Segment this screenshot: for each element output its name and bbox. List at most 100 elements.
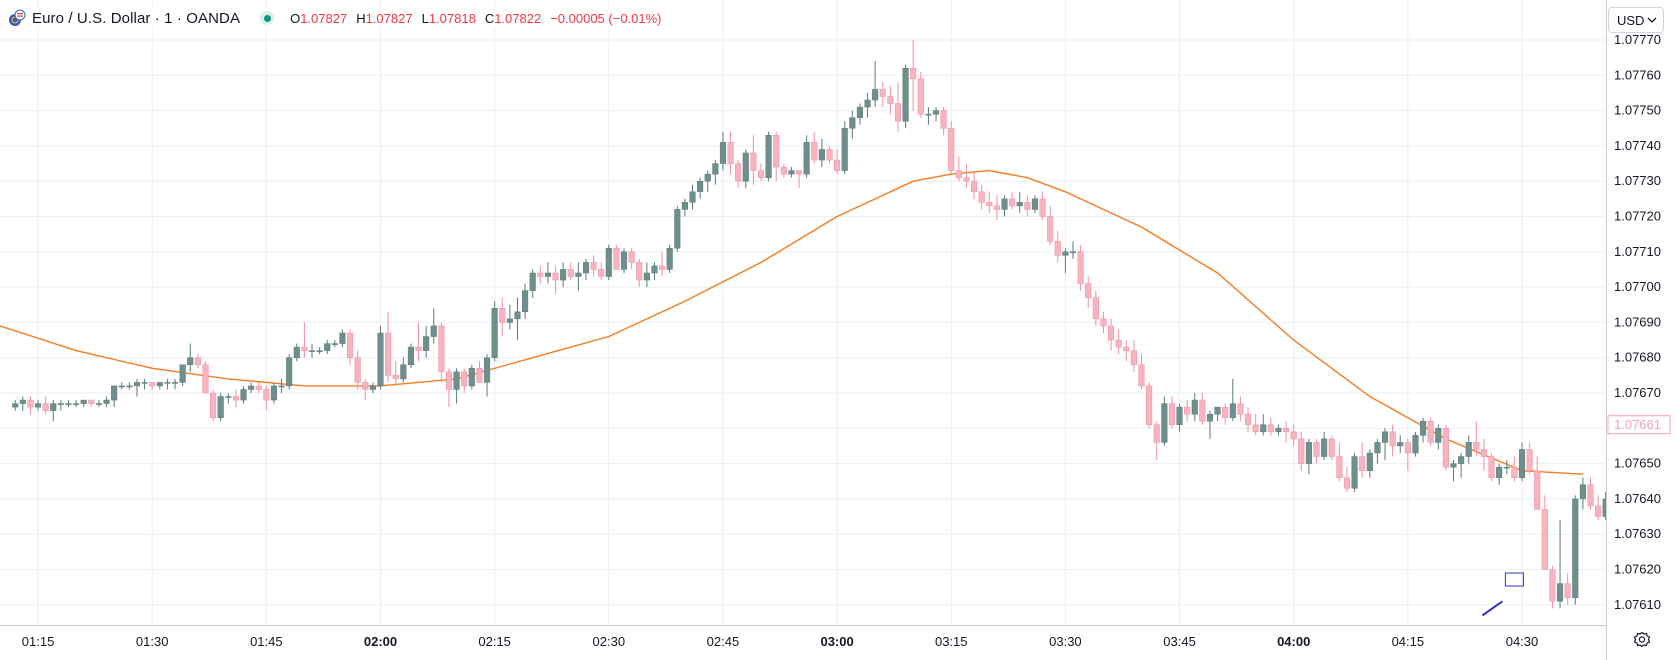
candle-90 [697, 177, 704, 199]
candle-81 [628, 248, 635, 270]
candle-154 [1184, 400, 1191, 422]
candle-body [620, 251, 628, 270]
candle-body [1290, 431, 1297, 440]
candle-140 [1077, 244, 1084, 291]
candle-32 [255, 382, 262, 393]
candle-37 [293, 343, 300, 362]
candle-body [1016, 202, 1023, 207]
candle-body [331, 343, 338, 345]
candle-203 [1557, 520, 1564, 609]
price-tick-label: 1.07700 [1614, 279, 1661, 294]
candle-body [1496, 466, 1503, 478]
currency-selector[interactable]: USD [1608, 7, 1664, 33]
candle-body [742, 152, 749, 182]
candle-166 [1275, 424, 1282, 436]
candle-body [1435, 428, 1442, 443]
candle-132 [1016, 191, 1023, 213]
candle-100 [773, 131, 780, 182]
settings-gear-icon[interactable] [1631, 629, 1653, 651]
candle-2 [27, 396, 34, 415]
candle-body [1146, 385, 1153, 426]
candle-205 [1572, 495, 1579, 605]
candle-body [1199, 399, 1206, 422]
candle-48 [377, 325, 384, 390]
candle-body [1298, 438, 1305, 464]
price-tick-label: 1.07690 [1614, 314, 1661, 329]
candle-body [369, 385, 376, 390]
candle-207 [1587, 477, 1594, 510]
candle-71 [552, 265, 559, 295]
time-tick-label: 02:30 [593, 634, 626, 649]
candle-body [1062, 251, 1069, 256]
candle-body [179, 364, 186, 383]
candle-41 [324, 340, 331, 355]
candle-181 [1389, 424, 1396, 457]
candle-body [864, 99, 871, 108]
annotation-box [1504, 572, 1524, 587]
candle-body [1351, 456, 1358, 489]
candle-body [613, 248, 620, 270]
candle-body [42, 403, 49, 411]
candle-body [149, 382, 156, 387]
candle-58 [453, 368, 460, 404]
candle-body [1115, 339, 1122, 348]
candle-15 [126, 382, 133, 390]
candle-body [118, 385, 125, 388]
candle-body [278, 385, 285, 388]
candle-87 [674, 205, 681, 252]
candle-98 [757, 163, 765, 182]
candle-body [210, 392, 217, 418]
candle-39 [308, 343, 316, 358]
candle-35 [278, 378, 285, 393]
candle-body [445, 371, 453, 390]
grid-lines [0, 0, 1605, 625]
candle-125 [963, 163, 970, 189]
candle-body [141, 382, 148, 384]
candle-body [1108, 325, 1115, 341]
candle-body [57, 403, 64, 405]
symbol-title[interactable]: Euro / U.S. Dollar · 1 · OANDA [32, 9, 241, 27]
candle-body [1184, 406, 1191, 415]
candle-107 [826, 145, 833, 164]
candle-46 [362, 378, 369, 401]
candle-155 [1191, 393, 1198, 422]
eurusd-flag-icon[interactable] [8, 9, 26, 27]
candle-body [1244, 413, 1252, 426]
price-tick-label: 1.07610 [1614, 597, 1661, 612]
candle-171 [1313, 438, 1320, 464]
candle-body [73, 403, 80, 405]
annotation-layer [1481, 572, 1524, 617]
candle-body [780, 166, 787, 175]
candle-141 [1085, 276, 1092, 309]
candle-body [697, 180, 704, 193]
candle-body [1374, 442, 1381, 454]
candle-52 [407, 343, 414, 369]
candle-10 [88, 399, 95, 408]
candle-body [917, 78, 924, 115]
candle-12 [103, 396, 110, 408]
candle-197 [1511, 456, 1518, 482]
candle-body [514, 311, 521, 320]
candle-body [552, 272, 559, 281]
candle-body [940, 110, 947, 129]
candle-body [1321, 438, 1328, 457]
time-tick-label: 03:00 [820, 634, 853, 649]
candle-body [681, 202, 688, 210]
candle-body [270, 385, 278, 401]
candle-body [1039, 198, 1046, 217]
candle-47 [369, 382, 376, 393]
candle-42 [331, 340, 338, 348]
candle-body [438, 325, 445, 373]
legend-header: Euro / U.S. Dollar · 1 · OANDA O1.07827 … [8, 7, 668, 29]
candle-157 [1206, 410, 1214, 439]
candle-62 [483, 354, 491, 397]
candle-body [171, 382, 179, 384]
candle-body [415, 346, 422, 351]
candle-72 [560, 262, 567, 288]
market-status-icon[interactable] [260, 11, 275, 25]
candle-191 [1465, 435, 1472, 464]
candle-163 [1252, 414, 1259, 436]
candle-79 [613, 244, 620, 270]
